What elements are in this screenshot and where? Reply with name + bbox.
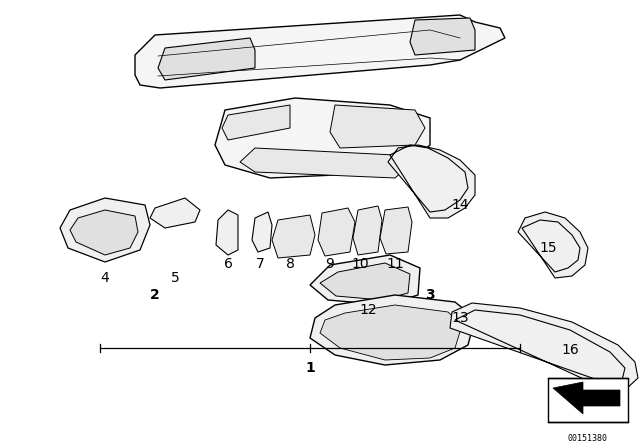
Polygon shape [240, 148, 410, 178]
Polygon shape [353, 206, 382, 255]
Text: 14: 14 [451, 198, 469, 212]
Polygon shape [450, 303, 638, 392]
Bar [548, 378, 628, 422]
Polygon shape [410, 18, 475, 55]
Polygon shape [388, 145, 475, 218]
Polygon shape [215, 98, 430, 178]
Text: 8: 8 [285, 257, 294, 271]
Text: 9: 9 [326, 257, 335, 271]
Polygon shape [150, 198, 200, 228]
Polygon shape [310, 255, 420, 305]
Polygon shape [318, 208, 355, 256]
Polygon shape [553, 382, 620, 414]
Polygon shape [70, 210, 138, 255]
Text: 13: 13 [451, 311, 469, 325]
Polygon shape [320, 263, 410, 300]
Polygon shape [310, 295, 475, 365]
Polygon shape [518, 212, 588, 278]
Text: 4: 4 [100, 271, 109, 285]
Polygon shape [320, 305, 462, 360]
Polygon shape [222, 105, 290, 140]
Text: 15: 15 [539, 241, 557, 255]
Polygon shape [380, 207, 412, 254]
Polygon shape [158, 38, 255, 80]
Text: 16: 16 [561, 343, 579, 357]
Text: 3: 3 [425, 288, 435, 302]
Text: 11: 11 [386, 257, 404, 271]
Polygon shape [60, 198, 150, 262]
Text: 6: 6 [223, 257, 232, 271]
Polygon shape [252, 212, 272, 252]
Text: 1: 1 [305, 361, 315, 375]
Text: 12: 12 [359, 303, 377, 317]
Text: 2: 2 [150, 288, 160, 302]
Polygon shape [272, 215, 315, 258]
Text: 5: 5 [171, 271, 179, 285]
Polygon shape [216, 210, 238, 255]
Text: 10: 10 [351, 257, 369, 271]
Text: 7: 7 [255, 257, 264, 271]
Polygon shape [135, 15, 505, 88]
Text: 00151380: 00151380 [568, 434, 608, 443]
Polygon shape [330, 105, 425, 148]
